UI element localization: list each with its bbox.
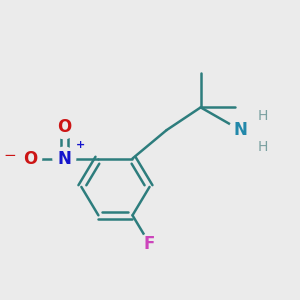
Text: O: O xyxy=(23,149,38,167)
Text: +: + xyxy=(76,140,85,150)
Text: −: − xyxy=(3,148,16,163)
Text: H: H xyxy=(258,140,268,154)
Circle shape xyxy=(53,116,76,139)
Text: H: H xyxy=(258,109,268,123)
Circle shape xyxy=(140,234,160,254)
Circle shape xyxy=(229,119,252,142)
Text: N: N xyxy=(233,121,248,139)
Text: N: N xyxy=(57,149,71,167)
Circle shape xyxy=(53,147,76,170)
Circle shape xyxy=(19,147,42,170)
Text: F: F xyxy=(144,235,155,253)
Text: O: O xyxy=(57,118,71,136)
